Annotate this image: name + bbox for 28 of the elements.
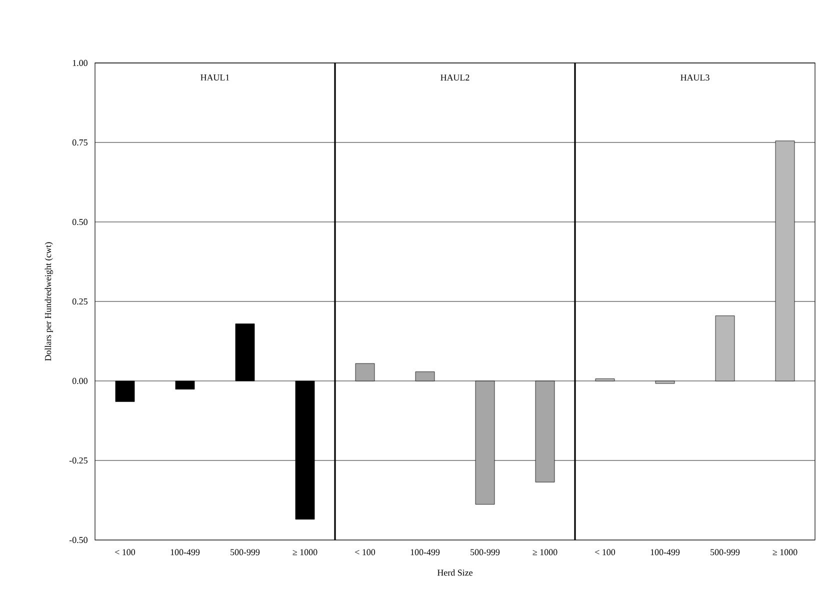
- x-tick-label: < 100: [595, 549, 616, 556]
- y-tick-label: -0.25: [69, 457, 88, 464]
- x-tick-label: ≥ 1000: [292, 549, 318, 556]
- text: HAUL2: [440, 74, 470, 81]
- x-tick-label: 500-999: [470, 549, 500, 556]
- text: HAUL1: [200, 74, 230, 81]
- x-tick-label: < 100: [355, 549, 376, 556]
- x-tick-label: ≥ 1000: [772, 549, 798, 556]
- bar: [775, 140, 795, 382]
- x-tick-label: 500-999: [710, 549, 740, 556]
- y-tick-label: 0.25: [72, 298, 88, 305]
- text: HAUL3: [680, 74, 710, 81]
- y-tick-label: 0.50: [72, 218, 88, 226]
- x-axis-title: Herd Size: [437, 569, 473, 576]
- x-tick-label: 100-499: [410, 549, 440, 556]
- y-tick-label: -0.50: [69, 536, 88, 544]
- bar: [595, 378, 615, 382]
- y-tick-label: 0.00: [72, 378, 88, 384]
- x-tick-label: 500-999: [230, 549, 260, 556]
- x-tick-label: 100-499: [650, 549, 680, 556]
- y-axis-title: Dollars per Hundredweight (cwt): [44, 242, 53, 361]
- x-tick-label: ≥ 1000: [532, 549, 558, 556]
- x-tick-label: < 100: [115, 549, 136, 556]
- bar: [655, 380, 675, 384]
- bar: [715, 316, 735, 382]
- x-tick-label: 100-499: [170, 549, 200, 556]
- y-tick-label: 0.75: [72, 139, 88, 146]
- y-tick-label: 1.00: [72, 60, 88, 66]
